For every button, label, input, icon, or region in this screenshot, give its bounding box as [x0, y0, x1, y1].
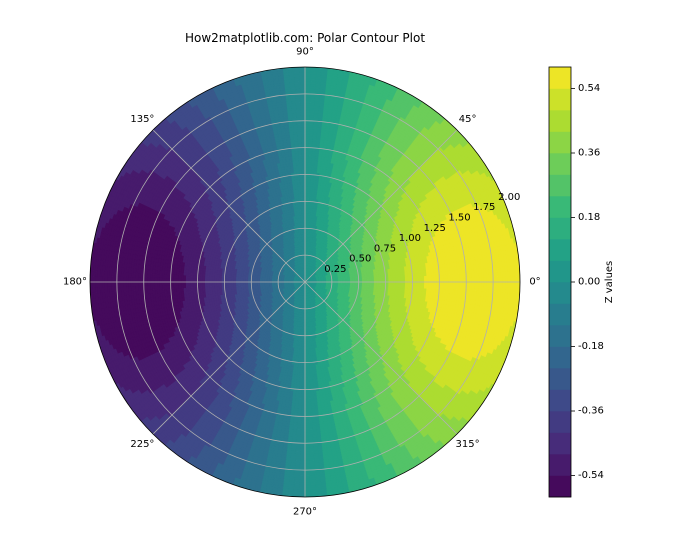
angle-tick-label: 135° [130, 114, 154, 125]
colorbar-band [549, 303, 571, 326]
radial-tick-label: 1.50 [448, 213, 470, 224]
colorbar-band [549, 67, 571, 89]
colorbar-band [549, 174, 571, 197]
contour-fill [90, 67, 520, 497]
colorbar-band [549, 131, 571, 154]
colorbar-label: Z values [604, 261, 615, 304]
colorbar-tick-label: 0.18 [578, 212, 600, 223]
radial-tick-labels: 0.250.500.751.001.251.501.752.00 [324, 192, 520, 275]
colorbar-band [549, 239, 571, 261]
angle-gridline [304, 129, 458, 283]
colorbar-band [549, 325, 571, 347]
angle-tick-label: 270° [293, 507, 317, 518]
radial-tick-label: 1.75 [473, 202, 495, 213]
colorbar-band [549, 110, 571, 132]
angle-gridline [304, 281, 458, 435]
angle-tick-label: 315° [456, 439, 480, 450]
radial-tick-label: 1.00 [399, 233, 421, 244]
colorbar-band [549, 411, 571, 433]
colorbar-band [549, 475, 571, 498]
angle-tick-label: 180° [63, 277, 87, 288]
angle-tick-label: 45° [459, 114, 477, 125]
angle-tick-label: 90° [296, 47, 314, 58]
colorbar-band [549, 153, 571, 175]
radial-tick-label: 0.25 [324, 264, 346, 275]
colorbar-band [549, 282, 571, 304]
colorbar: -0.54 -0.36 -0.18 0.00 0.18 0.36 0.54 Z values [548, 66, 615, 498]
colorbar-tick-label: 0.54 [578, 83, 600, 94]
colorbar-tick-label: -0.18 [578, 341, 604, 352]
colorbar-tick-label: -0.54 [578, 470, 604, 481]
radial-tick-label: 2.00 [498, 192, 520, 203]
colorbar-band [549, 389, 571, 412]
polar-frame [89, 66, 521, 498]
angle-tick-label: 225° [130, 439, 154, 450]
colorbar-band [549, 196, 571, 218]
angle-tick-labels: 0° 45° 90° 135° 180° 225° 270° 315° [63, 47, 541, 518]
colorbar-band [549, 217, 571, 240]
colorbar-band [549, 260, 571, 283]
colorbar-band [549, 368, 571, 390]
polar-grid [90, 67, 520, 497]
radial-tick-label: 1.25 [424, 223, 446, 234]
colorbar-band [549, 454, 571, 476]
radial-tick-label: 0.75 [374, 243, 396, 254]
colorbar-tick-label: 0.00 [578, 277, 600, 288]
colorbar-tick-label: 0.36 [578, 148, 600, 159]
colorbar-band [549, 346, 571, 369]
colorbar-band [549, 432, 571, 455]
colorbar-tick-label: -0.36 [578, 406, 604, 417]
radial-tick-label: 0.50 [349, 254, 371, 265]
angle-tick-label: 0° [529, 277, 540, 288]
angle-gridline [152, 129, 306, 283]
chart-title: How2matplotlib.com: Polar Contour Plot [185, 31, 425, 45]
angle-gridline [152, 281, 306, 435]
colorbar-band [549, 88, 571, 111]
